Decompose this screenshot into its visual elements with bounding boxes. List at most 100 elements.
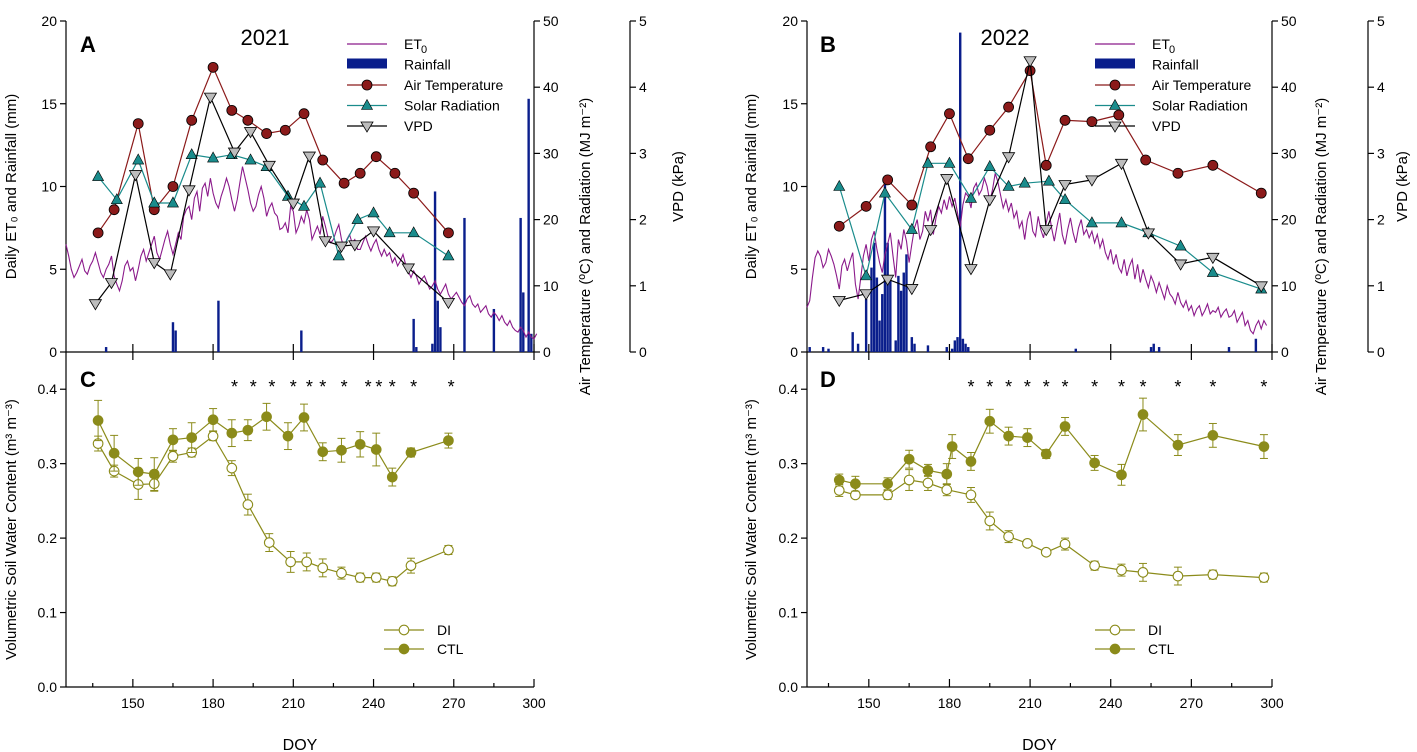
air-temperature-point [298,108,310,120]
ctl-point [1040,448,1052,460]
significance-asterisk: * [1139,377,1146,397]
rainfall-bar [894,340,897,352]
x-tick-label: 150 [857,695,881,711]
legend-vpd-label: VPD [1152,118,1181,134]
legend-di-label: DI [1148,622,1162,638]
air-temperature-point [242,114,254,126]
ctl-point [354,438,366,450]
di-point [882,489,893,501]
significance-asterisk: * [1024,377,1031,397]
ctl-point [1258,441,1270,452]
mid-tick-label: 20 [543,212,559,228]
vpd-point [964,264,978,276]
significance-asterisk: * [448,377,455,397]
rainfall-bar [899,290,903,352]
vpd-point [1173,259,1188,271]
vpd-point [286,198,301,210]
left-top-tick-label: 5 [49,261,57,277]
solar-radiation-point [1115,216,1128,228]
solar-radiation-point [351,212,364,224]
legend-air-marker [1109,79,1121,91]
left-top-tick-label: 5 [790,261,798,277]
left-bottom-tick-label: 0.0 [38,679,58,695]
vpd-point [859,289,873,301]
rainfall-bar [171,322,175,352]
rainfall-bar [875,277,879,352]
di-point [226,462,238,474]
right-tick-label: 5 [639,13,647,29]
vpd-point [348,240,362,252]
solar-radiation-point [148,196,161,208]
air-temperature-point [984,124,996,136]
di-point [317,562,329,574]
ctl-point [833,474,845,486]
solar-radiation-point [332,249,345,261]
ctl-point [132,466,144,478]
y-title-mid: Air Temperature (ºC) and Radiation (MJ m… [577,98,594,395]
air-temperature-point [1059,114,1071,126]
vpd-point [1114,158,1129,171]
solar-radiation-point [314,176,327,188]
ctl-point [108,447,120,459]
vpd-point [88,299,103,311]
di-point [833,485,845,496]
vpd-series [88,92,456,311]
air-temperature-point [962,153,974,165]
solar-radiation-point [298,199,311,211]
right-tick-label: 3 [1377,145,1385,161]
ctl-series [833,397,1270,492]
right-tick-label: 1 [1377,278,1385,294]
significance-asterisk: * [1005,377,1012,397]
vpd-line [94,95,449,305]
rainfall-bar [881,294,884,352]
ctl-point [850,478,861,490]
rainfall-bar [864,299,868,352]
y-title-mid: Air Temperature (ºC) and Radiation (MJ m… [1313,98,1330,395]
x-tick-label: 240 [1099,695,1123,711]
rainfall-bar [821,347,825,352]
rainfall-bar [926,345,930,352]
vpd-point [318,236,333,248]
solar-radiation-line [838,162,1262,290]
vpd-point [401,263,416,275]
vpd-point [147,258,161,270]
left-bottom-tick-label: 0.0 [779,679,799,695]
ctl-point [1089,457,1100,469]
air-temperature-point [92,227,104,239]
mid-tick-label: 30 [1281,145,1297,161]
legend-rainfall-label: Rainfall [404,57,451,73]
year-label: 2021 [241,25,290,50]
x-tick-label: 270 [1180,695,1204,711]
left-top-tick-label: 20 [41,13,57,29]
solar-radiation-point [983,160,996,171]
vpd-point [182,185,196,197]
left-bottom-tick-label: 0.3 [779,456,799,472]
mid-tick-label: 0 [1281,344,1289,360]
legend-solar-label: Solar Radiation [1152,98,1248,114]
di-point [354,572,366,583]
left-top-tick-label: 0 [790,344,798,360]
solar-radiation-point [132,153,145,165]
mid-tick-label: 30 [543,145,559,161]
air-temperature-point [108,204,120,216]
rainfall-bar [851,332,854,352]
rainfall-bar [1227,347,1231,352]
legend-di-marker [398,624,410,636]
di-point [263,537,275,548]
right-tick-label: 0 [1377,344,1385,360]
x-tick-label: 150 [121,695,145,711]
vpd-point [940,174,954,186]
vpd-point [334,241,349,253]
legend-air-label: Air Temperature [404,77,504,93]
ctl-point [946,441,958,452]
solar-radiation-point [1174,239,1187,251]
x-tick-label: 210 [282,695,306,711]
air-temperature-point [317,154,329,166]
ctl-point [148,468,160,480]
y-title-bottom-left: Volumetric Soil Water Content (m³ m⁻³) [3,399,20,660]
left-bottom-tick-label: 0.3 [38,456,58,472]
mid-tick-label: 50 [1281,13,1297,29]
di-point [1258,572,1270,583]
ctl-point [903,453,915,465]
ctl-point [370,444,382,455]
